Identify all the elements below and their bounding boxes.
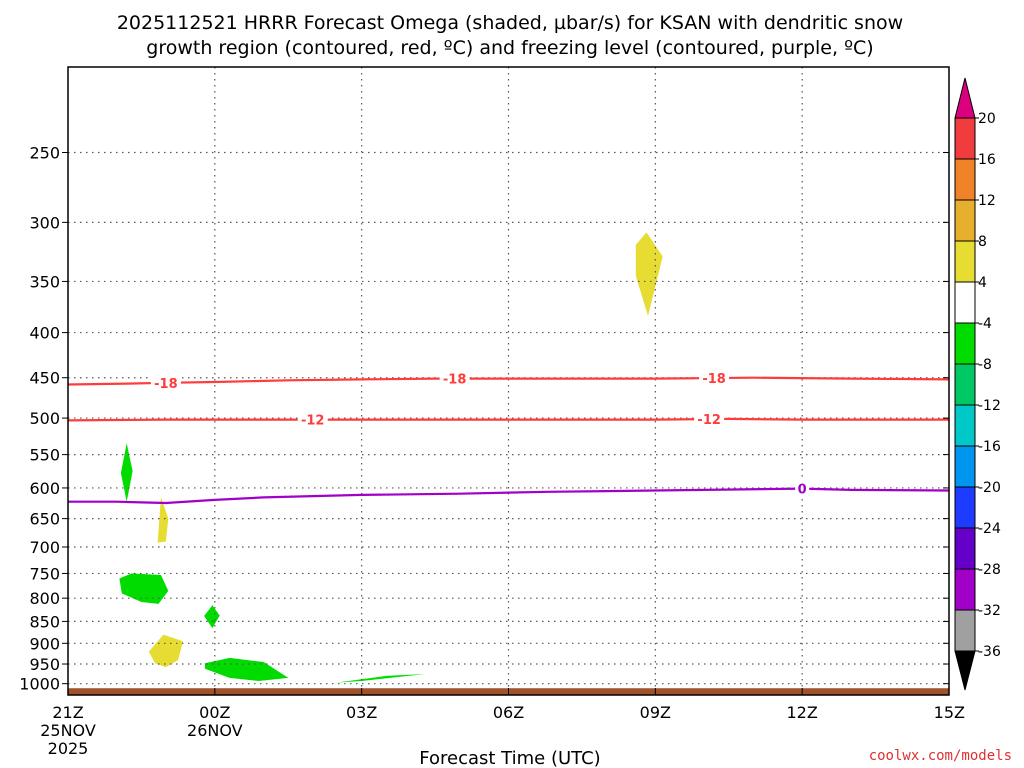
x-tick-label-00Z: 00Z xyxy=(199,703,230,722)
omega-shading xyxy=(119,232,663,683)
omega-neg-4-8-a xyxy=(120,443,133,502)
x-tick-label-09Z: 09Z xyxy=(640,703,671,722)
x-axis-label: Forecast Time (UTC) xyxy=(419,748,600,768)
colorbar-label: 8 xyxy=(978,234,987,250)
y-tick-label-850: 850 xyxy=(29,612,60,631)
contours: -18 -18 -18 -12 -12 0 xyxy=(67,370,950,505)
y-tick-label-650: 650 xyxy=(29,510,60,529)
colorbar-label: -4 xyxy=(978,316,992,332)
contour-label-dgz-minus12-1: -12 xyxy=(697,413,721,428)
y-tick-label-350: 350 xyxy=(29,272,60,291)
contour-label-bg xyxy=(699,370,730,387)
contour-label-dgz-minus18-1: -18 xyxy=(443,373,467,388)
grid xyxy=(68,67,949,695)
y-tick-label-550: 550 xyxy=(29,446,60,465)
colorbar-label: 4 xyxy=(978,275,987,291)
y-tick-label-500: 500 xyxy=(29,409,60,428)
x-tick-sub-year: 2025 xyxy=(48,739,89,758)
colorbar-label: -16 xyxy=(978,439,1001,455)
colorbar-bin xyxy=(954,527,976,570)
colorbar-bin xyxy=(954,240,976,283)
colorbar-label: 12 xyxy=(978,193,996,209)
credit-text: coolwx.com/models xyxy=(869,748,1012,764)
omega-neg-4-8-d xyxy=(205,657,289,681)
y-tick-label-450: 450 xyxy=(29,369,60,388)
plot-frame xyxy=(67,66,950,696)
contour-freezing-level xyxy=(68,487,950,505)
contour-label-dgz-minus12-0: -12 xyxy=(301,414,325,429)
colorbar-bin xyxy=(954,609,976,652)
contour-label-dgz-minus18-0: -18 xyxy=(154,377,178,392)
x-tick-sub-date: 25NOV xyxy=(40,721,96,740)
contour-label-dgz-minus18-2: -18 xyxy=(702,372,726,387)
y-tick-label-700: 700 xyxy=(29,538,60,557)
y-tick-label-600: 600 xyxy=(29,479,60,498)
omega-pos-4-8-upper xyxy=(635,232,663,316)
colorbar-label: -24 xyxy=(978,521,1001,537)
title-line-2: growth region (contoured, red, ºC) and f… xyxy=(146,37,873,59)
y-tick-label-1000: 1000 xyxy=(19,675,60,694)
x-tick-sub-date: 26NOV xyxy=(187,721,243,740)
y-tick-label-250: 250 xyxy=(29,143,60,162)
colorbar-label: -36 xyxy=(978,644,1001,660)
contour-label-bg xyxy=(150,374,181,391)
colorbar-bin xyxy=(954,363,976,406)
y-axis: 250 300 350 400 450 500 550 600 650 700 750 800 850 9… xyxy=(19,143,949,694)
colorbar-bottom-arrow xyxy=(954,650,976,691)
omega-pos-4-8-c xyxy=(148,634,183,668)
colorbar: 20 16 12 8 4 -4 -8 -12 -16 -20 -24 -28 -32 -36 xyxy=(954,77,1001,691)
chart-title: 2025112521 HRRR Forecast Omega (shaded, … xyxy=(117,12,903,59)
y-tick-label-300: 300 xyxy=(29,213,60,232)
contour-dgz-minus12 xyxy=(67,417,949,422)
y-tick-label-950: 950 xyxy=(29,655,60,674)
colorbar-bin xyxy=(954,404,976,447)
colorbar-bin xyxy=(954,158,976,201)
colorbar-label: -32 xyxy=(978,603,1001,619)
contour-label-bg xyxy=(694,411,725,428)
colorbar-bin xyxy=(954,117,976,160)
contour-label-bg xyxy=(297,411,328,428)
colorbar-top-arrow xyxy=(954,77,976,119)
title-line-1: 2025112521 HRRR Forecast Omega (shaded, … xyxy=(117,12,903,34)
contour-dgz-minus18 xyxy=(67,376,950,386)
y-tick-label-750: 750 xyxy=(29,564,60,583)
contour-label-freezing-level-0: 0 xyxy=(798,483,807,498)
contour-label-bg xyxy=(439,370,470,387)
omega-neg-4-8-b xyxy=(119,573,169,604)
x-tick-label-06Z: 06Z xyxy=(493,703,524,722)
colorbar-bin xyxy=(954,568,976,611)
x-tick-label-21Z: 21Z xyxy=(52,703,83,722)
omega-neg-4-8-e xyxy=(337,674,426,683)
colorbar-bin xyxy=(954,486,976,529)
y-tick-label-800: 800 xyxy=(29,589,60,608)
colorbar-label: -28 xyxy=(978,562,1001,578)
omega-neg-4-8-c xyxy=(204,605,220,629)
omega-pos-4-8-b xyxy=(157,497,169,543)
colorbar-label: -12 xyxy=(978,398,1001,414)
colorbar-label: -20 xyxy=(978,480,1001,496)
colorbar-label: -8 xyxy=(978,357,992,373)
x-tick-label-15Z: 15Z xyxy=(934,703,965,722)
colorbar-label: 20 xyxy=(978,111,996,127)
x-tick-label-03Z: 03Z xyxy=(346,703,377,722)
colorbar-bin xyxy=(954,445,976,488)
colorbar-label: 16 xyxy=(978,152,996,168)
y-tick-label-400: 400 xyxy=(29,324,60,343)
contour-label-bg xyxy=(795,480,810,497)
colorbar-bin xyxy=(954,281,976,324)
colorbar-bin xyxy=(954,322,976,365)
y-tick-label-900: 900 xyxy=(29,634,60,653)
x-tick-label-12Z: 12Z xyxy=(787,703,818,722)
colorbar-bin xyxy=(954,199,976,242)
